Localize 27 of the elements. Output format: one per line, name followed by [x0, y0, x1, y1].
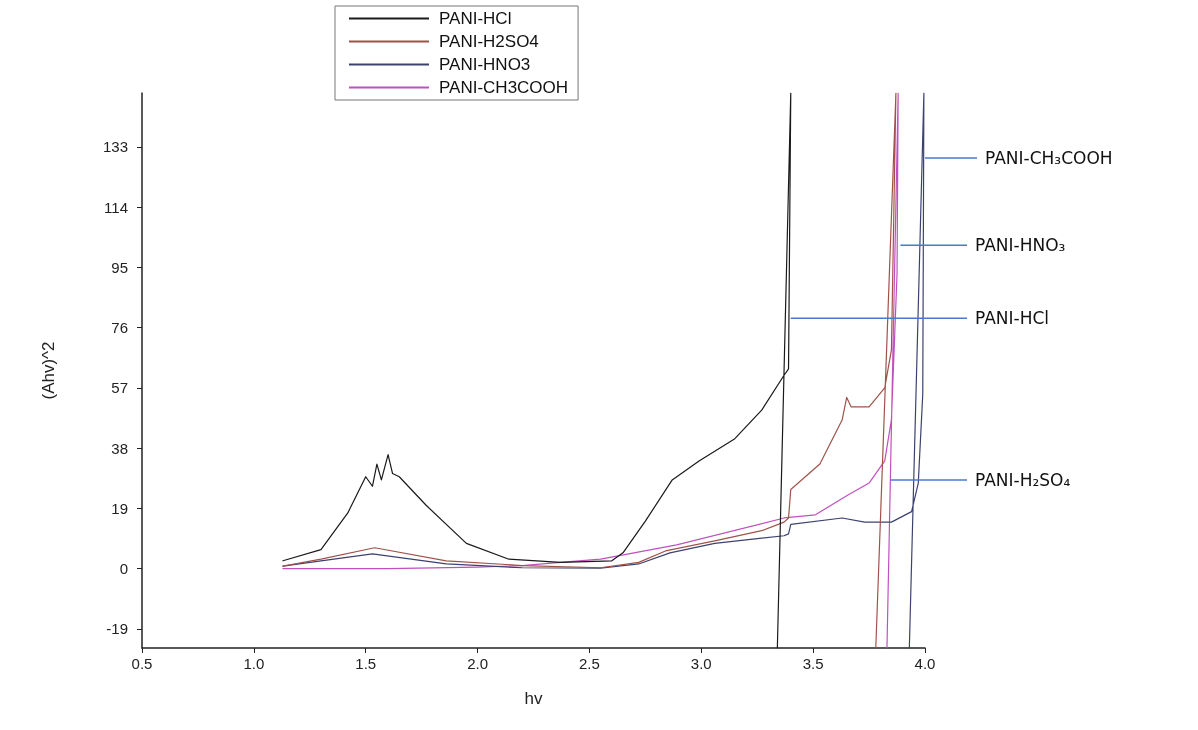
annotation: PANI-CH₃COOH: [985, 148, 1113, 168]
y-tick-label: 0: [119, 560, 128, 578]
y-tick-label: 19: [111, 499, 128, 517]
y-axis-title: (Ahv)^2: [39, 341, 58, 400]
legend-label: PANI-HCl: [439, 9, 512, 28]
y-tick-label: 133: [102, 138, 128, 156]
annotation: PANI-HNO₃: [975, 235, 1066, 256]
y-tick-label: 114: [104, 198, 128, 216]
x-tick-label: 3.0: [690, 655, 712, 672]
x-tick-label: 2.5: [579, 655, 600, 672]
x-axis-title: hv: [524, 689, 543, 708]
legend-label: PANI-HNO3: [439, 55, 531, 74]
y-tick-label: 76: [111, 319, 128, 337]
annotation: PANI-HCl: [975, 308, 1050, 329]
x-tick-label: 1.5: [355, 655, 377, 672]
x-tick-label: 4.0: [914, 655, 936, 672]
x-tick-label: 2.0: [467, 655, 488, 672]
x-tick-label: 3.5: [802, 655, 824, 672]
y-tick-label: 95: [111, 258, 128, 276]
legend-label: PANI-H2SO4: [439, 32, 539, 51]
y-tick-label: -19: [106, 620, 128, 638]
y-tick-label: 57: [111, 379, 128, 397]
x-tick-label: 1.0: [243, 655, 265, 672]
x-tick-label: 0.5: [131, 655, 153, 672]
legend-label: PANI-CH3COOH: [439, 78, 569, 97]
annotation: PANI-H₂SO₄: [975, 469, 1071, 490]
y-tick-label: 38: [111, 439, 128, 457]
